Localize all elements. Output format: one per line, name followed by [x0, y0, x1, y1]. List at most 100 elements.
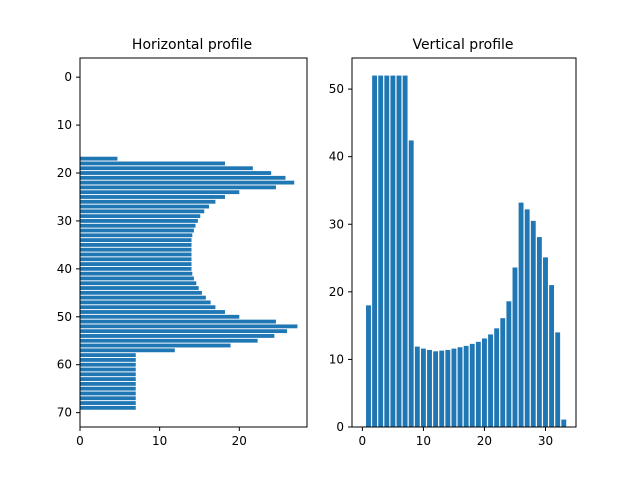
horizontal-profile-bar: [80, 223, 196, 228]
horizontal-profile-y-tick-label: 10: [57, 118, 72, 132]
vertical-profile-bar: [433, 351, 439, 427]
horizontal-profile-bar: [80, 310, 225, 314]
horizontal-profile-panel: Horizontal profile 0 10 20 0 10 20 30 40 50 60 70: [57, 37, 308, 448]
vertical-profile-bar: [408, 140, 414, 427]
horizontal-profile-bar: [80, 266, 192, 271]
horizontal-profile-ticks: 0 10 20 0 10 20 30 40 50 60 70: [57, 70, 247, 448]
horizontal-profile-bar: [80, 262, 192, 266]
horizontal-profile-bar: [80, 396, 136, 401]
vertical-profile-bar: [420, 348, 426, 427]
vertical-profile-bar: [500, 318, 506, 427]
horizontal-profile-bar: [80, 166, 253, 171]
horizontal-profile-bar: [80, 175, 286, 180]
horizontal-profile-bar: [80, 324, 298, 329]
vertical-profile-bar: [475, 341, 481, 427]
horizontal-profile-bar: [80, 381, 136, 386]
vertical-profile-bar: [518, 202, 524, 427]
horizontal-profile-y-tick-label: 40: [57, 262, 72, 276]
horizontal-profile-bar: [80, 238, 192, 243]
horizontal-profile-bar: [80, 367, 136, 372]
horizontal-profile-title: Horizontal profile: [132, 37, 252, 53]
vertical-profile-y-tick-label: 0: [336, 420, 344, 434]
horizontal-profile-bar: [80, 295, 206, 300]
horizontal-profile-bar: [80, 219, 198, 223]
vertical-profile-bar: [555, 332, 561, 427]
horizontal-profile-bar: [80, 190, 240, 195]
vertical-profile-bar: [530, 220, 536, 427]
vertical-profile-x-tick-label: 0: [359, 434, 367, 448]
vertical-profile-axes-frame: [351, 57, 577, 428]
horizontal-profile-bar: [80, 233, 193, 238]
vertical-profile-bar: [536, 237, 542, 427]
horizontal-profile-bar: [80, 391, 136, 396]
vertical-profile-bar: [549, 285, 555, 427]
horizontal-profile-bar: [80, 242, 192, 247]
horizontal-profile-bar: [80, 314, 240, 319]
vertical-profile-bar: [396, 75, 402, 428]
vertical-profile-bars: [366, 75, 567, 428]
horizontal-profile-bar: [80, 305, 216, 310]
horizontal-profile-bar: [80, 338, 258, 343]
vertical-profile-bar: [524, 209, 530, 427]
horizontal-profile-bar: [80, 377, 136, 381]
horizontal-profile-axes-frame: [79, 57, 308, 428]
vertical-profile-bar: [512, 267, 518, 427]
horizontal-profile-y-tick-label: 70: [57, 406, 72, 420]
vertical-profile-bar: [494, 328, 500, 427]
vertical-profile-bar: [384, 75, 390, 428]
horizontal-profile-bar: [80, 357, 136, 362]
vertical-profile-y-tick-label: 40: [329, 150, 344, 164]
vertical-profile-x-tick-label: 10: [416, 434, 431, 448]
horizontal-profile-bar: [80, 252, 192, 257]
horizontal-profile-bars: [80, 156, 298, 410]
vertical-profile-bar: [543, 257, 548, 427]
vertical-profile-bar: [414, 346, 420, 427]
horizontal-profile-bar: [80, 300, 211, 305]
horizontal-profile-bar: [80, 247, 192, 252]
vertical-profile-y-tick-label: 10: [329, 352, 344, 366]
horizontal-profile-bar: [80, 209, 205, 214]
vertical-profile-title: Vertical profile: [412, 37, 513, 53]
horizontal-profile-bar: [80, 199, 216, 204]
vertical-profile-y-tick-label: 50: [329, 82, 344, 96]
vertical-profile-x-tick-label: 30: [538, 434, 553, 448]
horizontal-profile-bar: [80, 401, 136, 405]
vertical-profile-bar: [561, 419, 567, 427]
horizontal-profile-y-tick-label: 20: [57, 166, 72, 180]
horizontal-profile-bar: [80, 372, 136, 377]
vertical-profile-bar: [366, 305, 371, 427]
horizontal-profile-bar: [80, 276, 194, 281]
vertical-profile-bar: [451, 348, 457, 427]
horizontal-profile-x-tick-label: 20: [232, 434, 247, 448]
vertical-profile-y-tick-label: 20: [329, 285, 344, 299]
vertical-profile-bar: [402, 75, 408, 428]
vertical-profile-bar: [506, 301, 512, 427]
horizontal-profile-bar: [80, 386, 136, 391]
vertical-profile-bar: [445, 349, 451, 427]
horizontal-profile-bar: [80, 180, 295, 185]
horizontal-profile-y-tick-label: 0: [64, 70, 72, 84]
horizontal-profile-bar: [80, 286, 199, 290]
horizontal-profile-bar: [80, 290, 202, 295]
horizontal-profile-bar: [80, 257, 192, 262]
horizontal-profile-bar: [80, 319, 276, 324]
horizontal-profile-bar: [80, 353, 136, 358]
vertical-profile-bar: [427, 349, 432, 427]
vertical-profile-bar: [488, 334, 493, 427]
horizontal-profile-bar: [80, 405, 136, 410]
horizontal-profile-bar: [80, 156, 118, 161]
horizontal-profile-y-tick-label: 30: [57, 214, 72, 228]
horizontal-profile-bar: [80, 329, 288, 334]
horizontal-profile-y-tick-label: 60: [57, 358, 72, 372]
horizontal-profile-bar: [80, 171, 272, 175]
vertical-profile-bar: [457, 347, 463, 427]
vertical-profile-y-tick-label: 30: [329, 217, 344, 231]
vertical-profile-bar: [463, 345, 469, 427]
vertical-profile-bar: [378, 75, 384, 428]
horizontal-profile-bar: [80, 214, 201, 219]
horizontal-profile-bar: [80, 334, 275, 338]
horizontal-profile-bar: [80, 281, 197, 286]
horizontal-profile-bar: [80, 204, 210, 209]
horizontal-profile-bar: [80, 348, 175, 353]
